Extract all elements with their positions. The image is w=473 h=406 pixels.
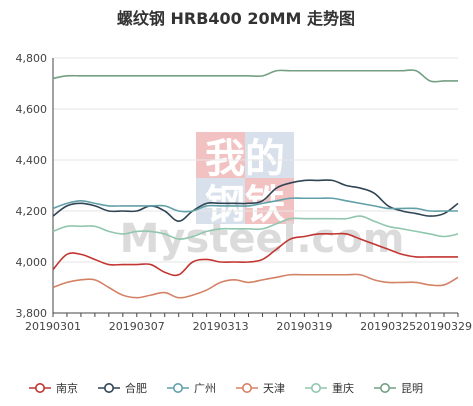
y-tick-label: 4,800 (16, 52, 48, 65)
watermark-text-bottom: 钢铁 (205, 182, 285, 228)
chart-title: 螺纹钢 HRB400 20MM 走势图 (117, 9, 355, 28)
legend-label: 昆明 (401, 382, 423, 395)
legend-label: 南京 (56, 381, 78, 395)
watermark-text-top: 我的 (205, 136, 285, 182)
legend-swatch-marker (310, 382, 321, 393)
legend[interactable]: 南京 合肥 广州 天津 重庆 昆明 (29, 381, 423, 395)
x-tick-label: 20190301 (25, 320, 81, 333)
y-tick-label: 4,000 (16, 256, 48, 269)
legend-swatch-marker (173, 382, 184, 393)
x-tick-label: 20190313 (193, 320, 249, 333)
legend-item-0[interactable]: 南京 (29, 381, 78, 395)
x-tick-label: 20190319 (276, 320, 332, 333)
x-tick-label: 20190329 (416, 320, 472, 333)
legend-label: 广州 (194, 382, 216, 395)
legend-item-4[interactable]: 重庆 (305, 381, 354, 395)
series-line-3 (52, 273, 459, 299)
legend-label: 天津 (263, 382, 285, 395)
legend-swatch-marker (34, 382, 45, 393)
series-line-0 (52, 232, 458, 277)
legend-label: 合肥 (125, 381, 147, 395)
legend-label: 重庆 (332, 381, 354, 395)
legend-item-1[interactable]: 合肥 (98, 381, 147, 395)
y-tick-label: 4,600 (16, 103, 48, 116)
watermark-brand: Mysteel.com (120, 216, 405, 262)
series-lines (52, 69, 459, 299)
axes: 3,800 4,000 4,200 4,400 4,600 4,800 20190301 20… (16, 52, 473, 333)
watermark-logo: 我的 钢铁 Mysteel.com (120, 132, 405, 262)
series-line-1 (52, 179, 459, 223)
legend-item-5[interactable]: 昆明 (374, 382, 423, 395)
y-tick-label: 4,400 (16, 154, 48, 167)
x-tick-label: 20190307 (109, 320, 165, 333)
legend-item-2[interactable]: 广州 (167, 382, 216, 395)
legend-swatch-marker (379, 382, 390, 393)
legend-swatch-marker (242, 382, 253, 393)
legend-item-3[interactable]: 天津 (236, 382, 285, 395)
series-line-2 (52, 197, 458, 213)
y-tick-label: 3,800 (16, 307, 48, 320)
legend-swatch-marker (104, 382, 115, 393)
y-tick-label: 4,200 (16, 205, 48, 218)
series-line-5 (52, 69, 458, 83)
x-tick-label: 20190325 (360, 320, 416, 333)
series-line-4 (52, 215, 459, 240)
